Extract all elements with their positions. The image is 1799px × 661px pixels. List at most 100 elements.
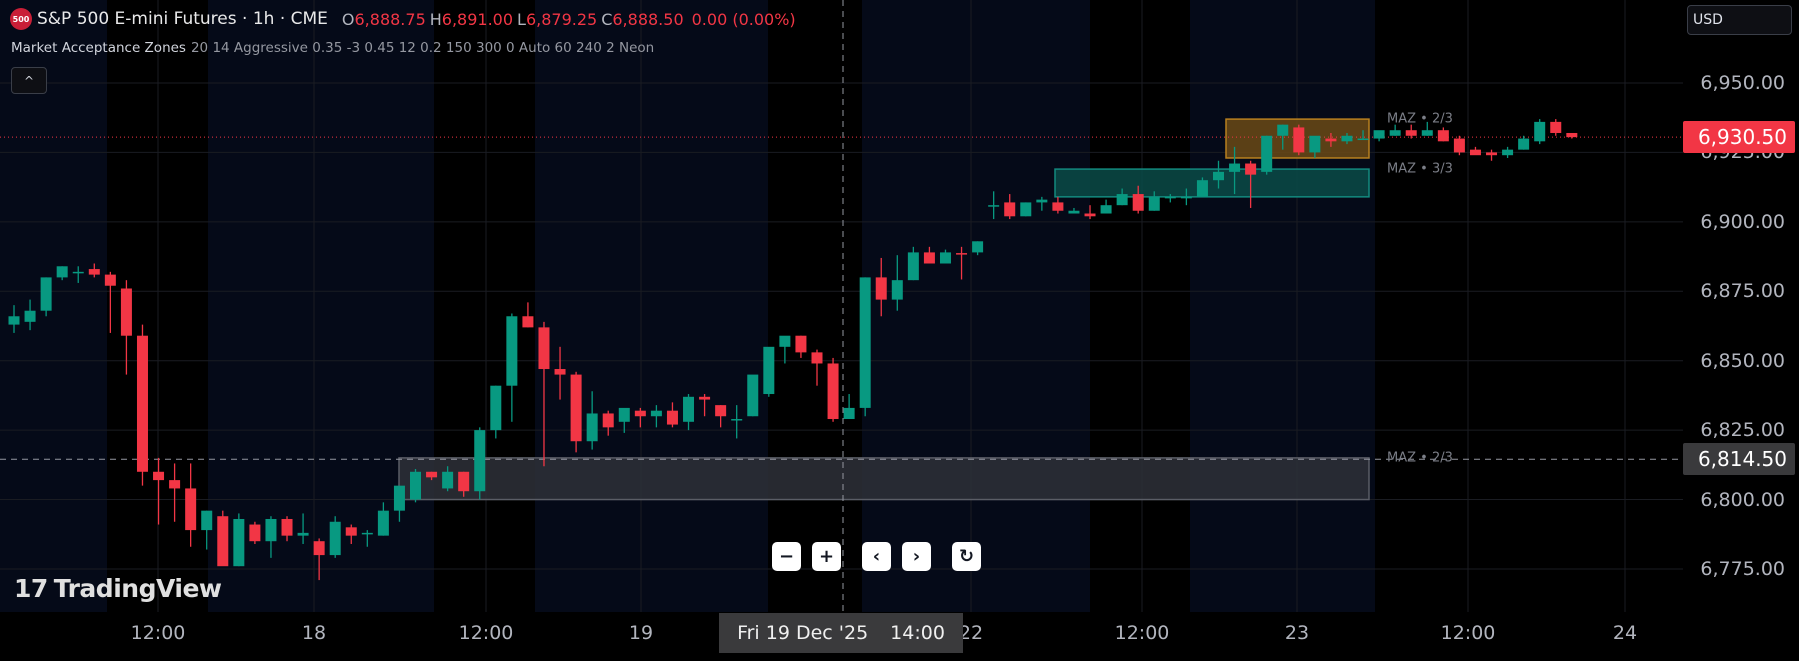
candle <box>1261 135 1273 175</box>
candle <box>1309 135 1321 158</box>
candle <box>1534 119 1546 145</box>
close-label: C <box>601 9 613 29</box>
price-tick: 6,900.00 <box>1700 210 1785 233</box>
candle <box>297 513 309 544</box>
candle <box>1357 130 1369 141</box>
candle <box>8 305 20 333</box>
open-value: 6,888.75 <box>354 9 426 29</box>
change-value: 0.00 (0.00%) <box>691 9 796 29</box>
price-tick: 6,825.00 <box>1700 419 1785 442</box>
candle <box>650 405 662 428</box>
low-value: 6,879.25 <box>525 9 598 29</box>
candle <box>1196 177 1208 197</box>
tradingview-logo[interactable]: 17 TradingView <box>14 574 222 603</box>
time-tick: 12:00 <box>1440 622 1496 644</box>
candle <box>233 513 245 567</box>
zoom-in-button[interactable]: + <box>812 542 841 571</box>
candle <box>410 469 421 503</box>
candle <box>715 405 727 428</box>
candle <box>795 335 807 358</box>
candle <box>1116 188 1128 206</box>
candle <box>602 410 614 436</box>
candle <box>249 521 261 544</box>
candle <box>329 516 341 558</box>
session-band <box>862 0 1090 612</box>
chevron-up-icon: ^ <box>23 73 35 88</box>
symbol-logo-icon: 500 <box>10 8 32 30</box>
scroll-left-button[interactable]: ‹ <box>862 542 891 571</box>
reset-icon: ↻ <box>958 546 975 567</box>
candle <box>1180 188 1192 206</box>
crosshair-time: 14:00 <box>890 622 945 644</box>
candle <box>1389 124 1401 136</box>
candle <box>1164 194 1176 203</box>
candle <box>1277 124 1289 150</box>
high-value: 6,891.00 <box>441 9 514 29</box>
candle <box>1550 119 1562 136</box>
time-tick: 12:00 <box>1114 622 1170 644</box>
candle <box>201 510 213 550</box>
candle <box>522 302 534 328</box>
candle <box>313 538 325 581</box>
candle <box>570 371 582 453</box>
candle <box>1518 135 1530 150</box>
candle <box>361 530 373 547</box>
collapse-legend-button[interactable]: ^ <box>11 67 47 94</box>
candle <box>1469 146 1481 156</box>
candle <box>763 346 775 397</box>
candle <box>827 357 839 422</box>
candle <box>426 471 438 481</box>
candle <box>1421 121 1433 136</box>
candle <box>747 374 759 417</box>
high-label: H <box>429 9 442 29</box>
zoom-out-button[interactable]: − <box>772 542 801 571</box>
symbol-title[interactable]: S&P 500 E-mini Futures · 1h · CME <box>37 9 328 29</box>
candle <box>1213 160 1224 189</box>
time-tick: 19 <box>628 622 654 644</box>
candle <box>377 502 389 536</box>
candle <box>956 246 968 280</box>
candle <box>217 510 229 567</box>
candle <box>1229 146 1241 195</box>
candle <box>939 249 951 264</box>
candle <box>153 457 165 525</box>
zone-label: MAZ • 2/3 <box>1387 111 1453 127</box>
candle <box>88 263 100 278</box>
acceptance-zone <box>1054 168 1370 198</box>
candle <box>891 255 903 311</box>
candle <box>458 471 470 497</box>
last-price-label: 6,930.50 <box>1683 121 1795 154</box>
candle <box>1004 194 1016 220</box>
currency-selector[interactable]: USD <box>1687 5 1792 35</box>
candle <box>538 321 550 467</box>
candle <box>1068 207 1080 214</box>
price-tick: 6,875.00 <box>1700 280 1785 303</box>
crosshair-time-label: Fri 19 Dec '25 14:00 <box>719 613 963 653</box>
candle <box>1437 127 1449 142</box>
candle <box>40 277 52 317</box>
time-tick: 24 <box>1612 622 1638 644</box>
candle <box>1084 205 1096 220</box>
price-tick: 6,950.00 <box>1700 72 1785 94</box>
scroll-right-button[interactable]: › <box>902 542 931 571</box>
candle <box>345 524 357 544</box>
candle <box>265 516 277 558</box>
tradingview-logo-icon: 17 <box>14 574 48 603</box>
candle <box>699 394 711 417</box>
candle <box>859 277 871 417</box>
indicator-legend[interactable]: Market Acceptance Zones 20 14 Aggressive … <box>11 40 654 56</box>
candle <box>1020 202 1032 217</box>
acceptance-zone <box>398 457 1370 501</box>
time-tick: 12:00 <box>130 622 186 644</box>
reset-button[interactable]: ↻ <box>952 542 981 571</box>
candle <box>1325 132 1337 147</box>
candle <box>474 427 486 500</box>
candle <box>490 385 502 439</box>
candle <box>506 313 518 422</box>
candle <box>1566 132 1578 139</box>
candle <box>136 324 148 486</box>
candle <box>843 394 855 420</box>
candle <box>1453 135 1465 156</box>
candle <box>634 407 646 428</box>
